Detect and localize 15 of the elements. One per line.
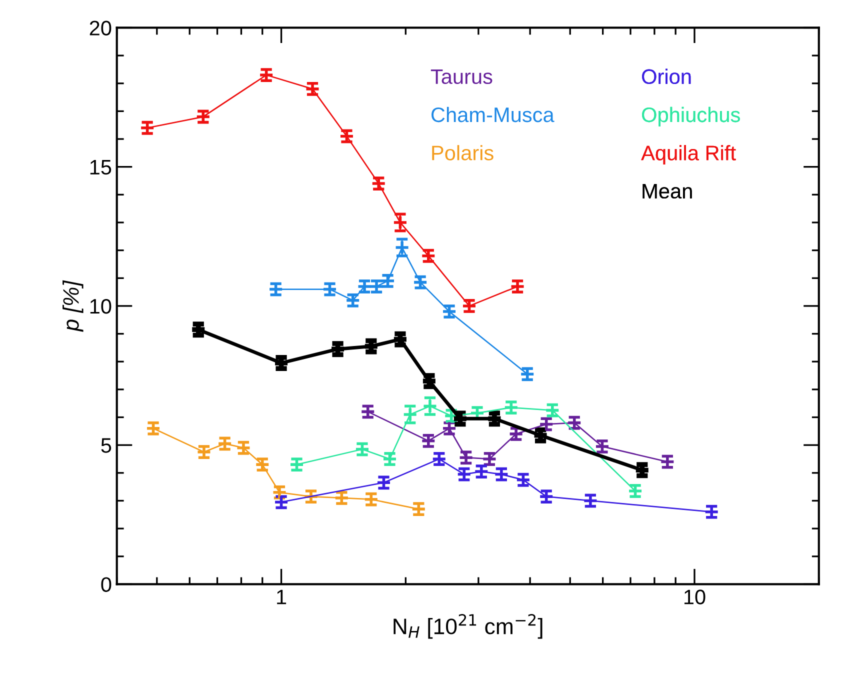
y-tick-label: 20 bbox=[90, 20, 112, 36]
text: Cham-Musca bbox=[432, 106, 554, 122]
y-tick-label: 10 bbox=[90, 298, 112, 314]
text: Ophiuchus bbox=[642, 106, 740, 126]
text: Polaris bbox=[432, 145, 494, 160]
text: Orion bbox=[642, 68, 691, 84]
text: Taurus bbox=[430, 69, 492, 84]
y-tick-label: 15 bbox=[90, 160, 112, 175]
text: Mean bbox=[642, 184, 692, 199]
y-tick-label: 5 bbox=[101, 438, 112, 453]
x-axis-title: N$_{H}$ [10$^{21}$ cm$^{−2}$] bbox=[394, 614, 542, 639]
x-tick-label: 1 bbox=[277, 590, 286, 604]
text: Aquila Rift bbox=[641, 145, 736, 164]
y-axis-title: p [%] bbox=[62, 280, 84, 332]
y-tick-label: 0 bbox=[101, 577, 112, 592]
